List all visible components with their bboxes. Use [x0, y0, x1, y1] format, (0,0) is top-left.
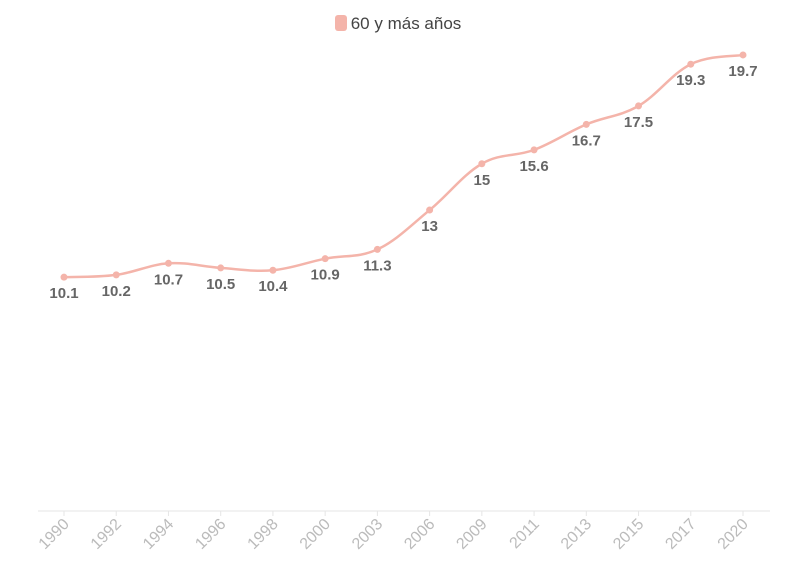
- data-label: 19.3: [676, 72, 705, 89]
- x-tick-label: 1994: [140, 516, 177, 553]
- data-point: [687, 60, 695, 68]
- data-label: 10.1: [49, 285, 78, 302]
- data-label: 13: [421, 218, 438, 235]
- data-label: 15: [474, 172, 491, 189]
- data-label: 17.5: [624, 114, 653, 131]
- data-point: [530, 146, 538, 154]
- x-tick-label: 1990: [36, 516, 73, 553]
- x-tick-label: 2020: [715, 516, 752, 553]
- data-label: 15.6: [519, 158, 548, 175]
- data-point: [112, 271, 120, 279]
- data-label: 16.7: [572, 132, 601, 149]
- data-point: [635, 102, 643, 110]
- data-label: 10.2: [102, 283, 131, 300]
- x-tick-label: 1996: [192, 516, 229, 553]
- x-tick-label: 2013: [558, 516, 595, 553]
- data-point: [426, 206, 434, 214]
- data-label: 10.9: [311, 267, 340, 284]
- data-label: 10.4: [258, 278, 288, 295]
- legend: 60 y más años: [0, 14, 796, 34]
- x-tick-label: 2017: [662, 516, 699, 553]
- x-tick-label: 2006: [401, 516, 438, 553]
- series-line: [63, 53, 744, 279]
- x-tick-label: 2003: [349, 516, 386, 553]
- data-point: [373, 245, 381, 253]
- legend-label[interactable]: 60 y más años: [350, 14, 462, 33]
- data-point: [60, 273, 68, 281]
- data-label: 19.7: [728, 63, 757, 80]
- data-point: [582, 120, 590, 128]
- x-tick-label: 2011: [507, 516, 543, 552]
- data-point: [478, 160, 486, 168]
- data-point: [164, 259, 172, 267]
- data-label: 10.7: [154, 271, 183, 288]
- data-point: [217, 264, 225, 272]
- x-tick-label: 2015: [610, 516, 647, 553]
- x-tick-label: 2009: [453, 516, 490, 553]
- data-point: [269, 266, 277, 274]
- x-tick-label: 1992: [88, 516, 125, 553]
- data-point: [321, 255, 329, 263]
- data-point: [739, 51, 747, 59]
- data-label: 10.5: [206, 276, 235, 293]
- x-tick-label: 2000: [297, 516, 334, 553]
- x-tick-label: 1998: [245, 516, 282, 553]
- legend-swatch: [334, 15, 347, 31]
- data-label: 11.3: [363, 257, 391, 274]
